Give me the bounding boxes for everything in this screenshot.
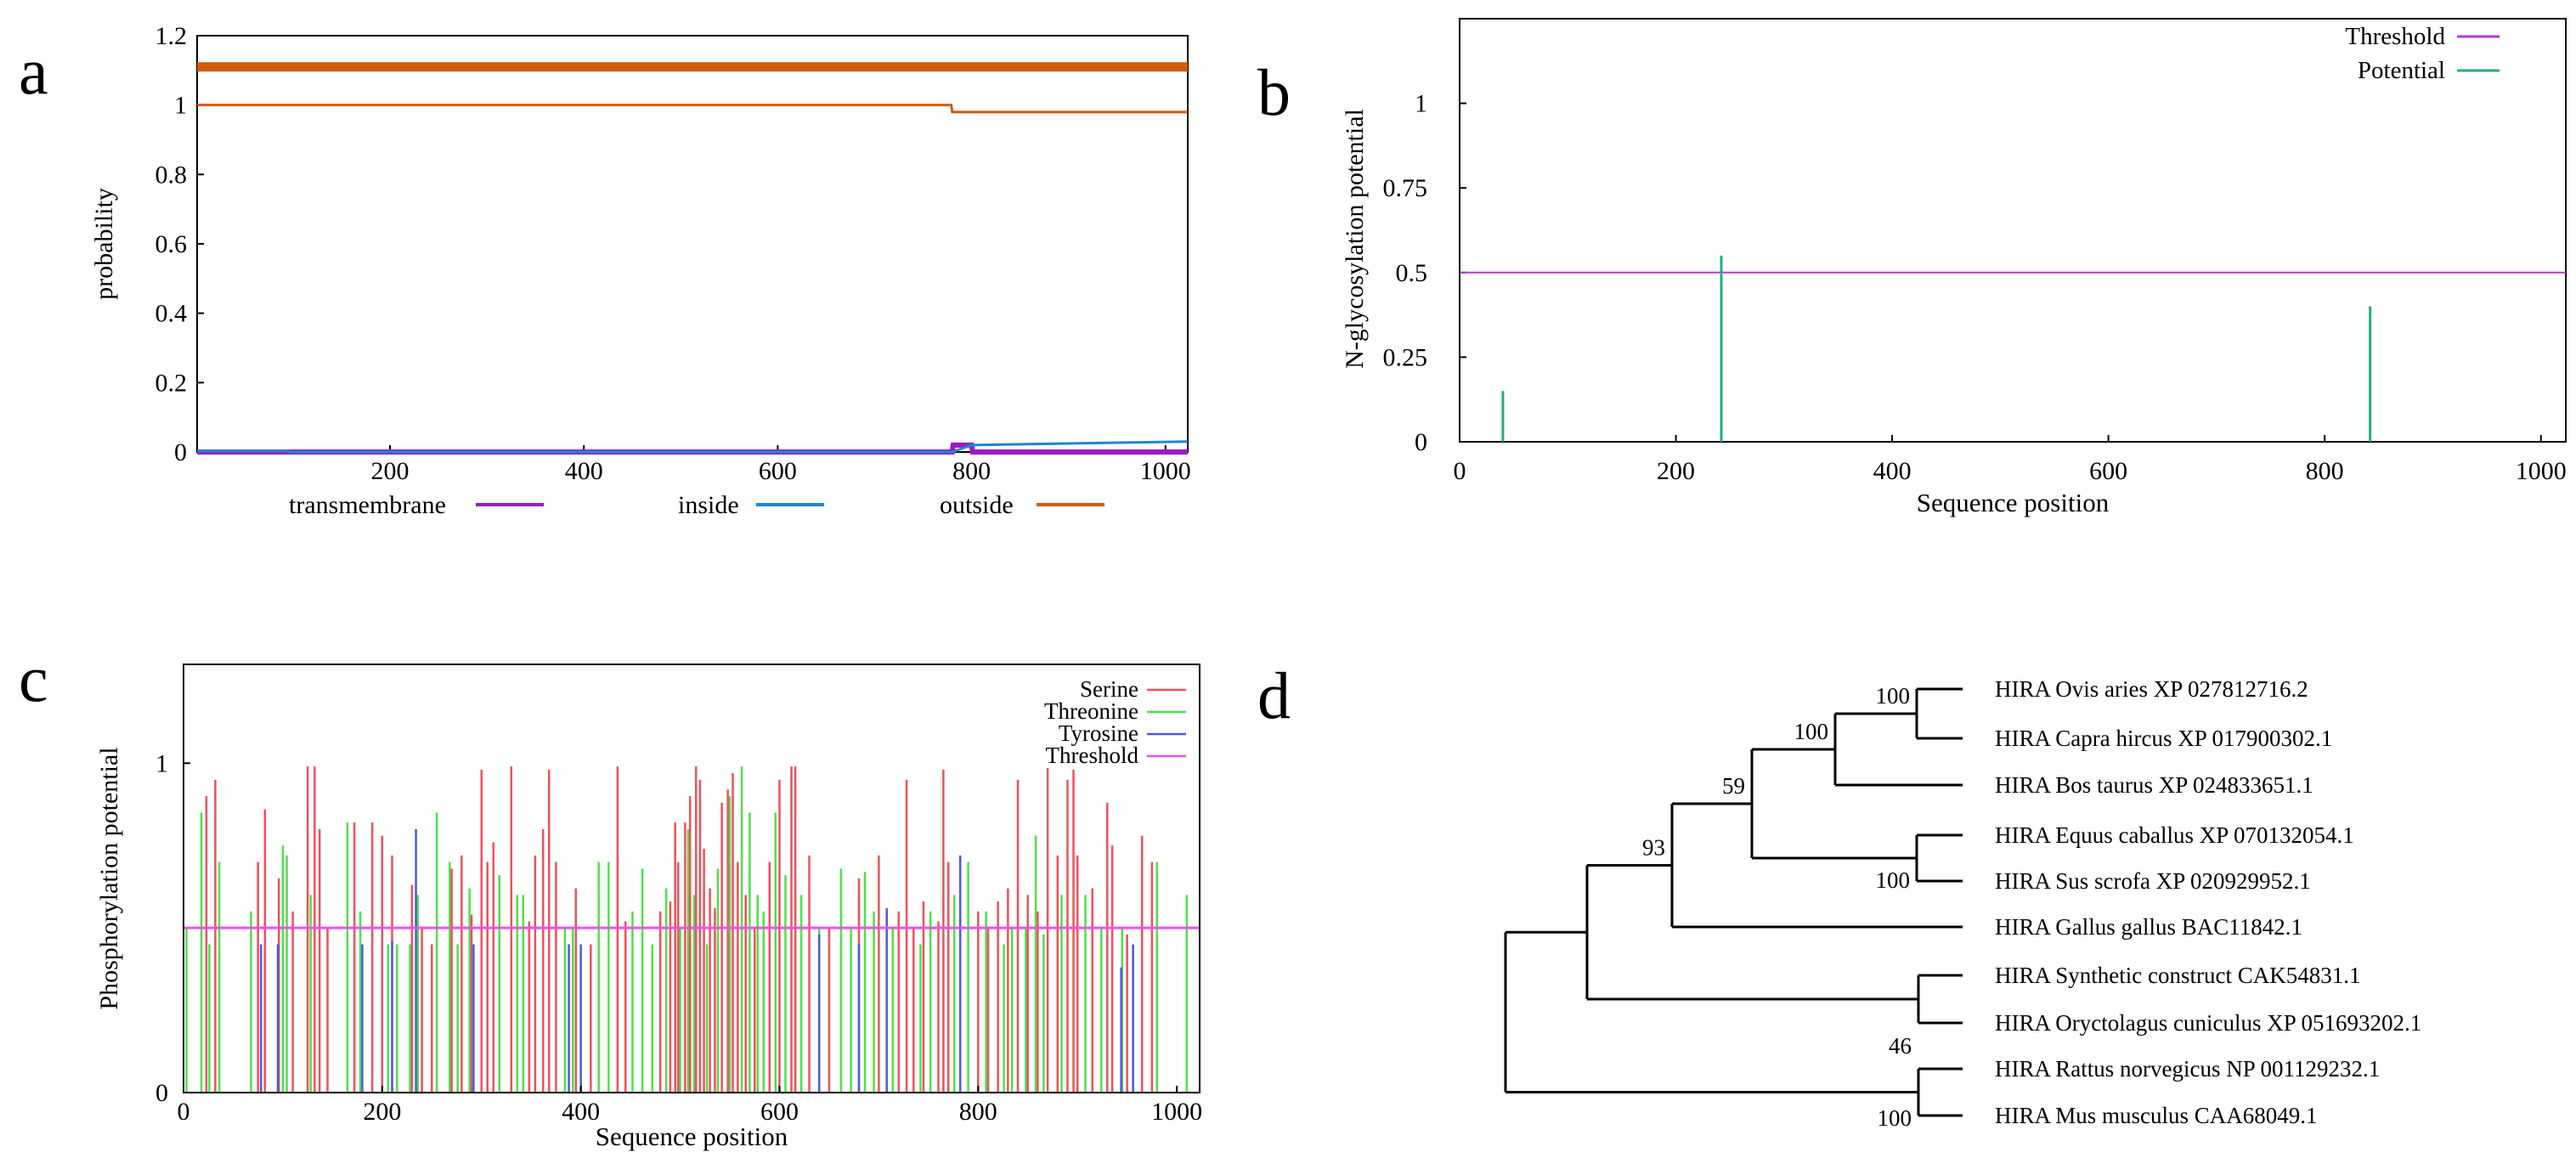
legend-label-inside: inside — [678, 491, 739, 519]
legend-label-serine: Serine — [1080, 676, 1138, 702]
panel-label-d: d — [1257, 658, 1291, 732]
bootstrap-label: 100 — [1878, 1105, 1912, 1131]
leaf-label: HIRA Capra hircus XP 017900302.1 — [1995, 726, 2332, 751]
x-tick-label: 1000 — [1140, 457, 1191, 485]
y-axis-label: Phosphorylation potential — [95, 747, 123, 1009]
y-tick-label: 0.2 — [155, 369, 188, 397]
x-tick-label: 400 — [565, 457, 603, 485]
panel-label-a: a — [19, 34, 48, 108]
legend-label-tyrosine: Tyrosine — [1059, 720, 1138, 746]
leaf-label: HIRA Equus caballus XP 070132054.1 — [1995, 822, 2354, 848]
y-tick-label: 0 — [1415, 428, 1427, 456]
legend-label-threshold: Threshold — [2345, 23, 2445, 50]
leaf-label: HIRA Bos taurus XP 024833651.1 — [1995, 772, 2313, 798]
plot-frame-c — [183, 664, 1200, 1093]
bootstrap-label: 46 — [1889, 1033, 1912, 1059]
y-tick-label: 1 — [1415, 90, 1427, 118]
leaf-label: HIRA Sus scrofa XP 020929952.1 — [1995, 868, 2311, 894]
bootstrap-label: 100 — [1794, 719, 1829, 744]
x-tick-label: 400 — [562, 1098, 600, 1126]
y-tick-label: 0.5 — [1396, 259, 1428, 287]
y-axis-label: N-glycosylation potential — [1341, 109, 1369, 369]
y-tick-label: 0.6 — [155, 230, 188, 258]
y-axis-label: probability — [90, 188, 118, 300]
y-tick-label: 1 — [155, 749, 168, 777]
leaf-label: HIRA Oryctolagus cuniculus XP 051693202.… — [1995, 1010, 2421, 1036]
x-tick-label: 800 — [952, 457, 991, 485]
y-tick-label: 0 — [155, 1079, 168, 1107]
panel-a-chart: 0 0.2 0.4 0.6 0.8 1 1.2 200 400 600 800 1000 probabi… — [90, 22, 1191, 519]
series-line-outside — [197, 104, 1188, 114]
x-tick-label: 800 — [959, 1098, 997, 1126]
x-tick-label: 0 — [178, 1098, 190, 1126]
leaf-label: HIRA Gallus gallus BAC11842.1 — [1995, 914, 2302, 940]
y-tick-label: 0 — [174, 438, 187, 466]
x-tick-label: 0 — [1454, 457, 1466, 485]
bootstrap-label: 100 — [1876, 683, 1911, 709]
leaf-label: HIRA Ovis aries XP 027812716.2 — [1995, 676, 2308, 702]
y-tick-label: 0.75 — [1383, 174, 1428, 202]
x-axis-label: Sequence position — [1917, 488, 2110, 517]
legend-label-outside: outside — [940, 491, 1014, 519]
y-tick-label: 0.4 — [155, 300, 188, 328]
panel-b-chart: 0 0.25 0.5 0.75 1 0 200 400 600 800 1000 Sequence p… — [1341, 18, 2567, 517]
y-tick-label: 0.25 — [1383, 343, 1428, 371]
plot-frame-a — [196, 35, 1189, 453]
y-tick-label: 1.2 — [155, 22, 188, 50]
panel-d-tree: HIRA Ovis aries XP 027812716.2 HIRA Capra… — [1504, 676, 2421, 1131]
bootstrap-label: 59 — [1722, 773, 1745, 799]
bootstrap-label: 100 — [1876, 867, 1911, 893]
legend-background — [918, 673, 1195, 768]
x-axis-label: Sequence position — [596, 1121, 788, 1151]
x-tick-label: 400 — [1873, 457, 1912, 485]
series-line-inside — [197, 440, 1189, 454]
x-tick-label: 1000 — [1151, 1098, 1202, 1126]
x-tick-label: 200 — [363, 1098, 401, 1126]
panel-c-chart: 0 1 0 200 400 600 800 1000 Sequence position Phos… — [95, 664, 1202, 1151]
x-tick-label: 200 — [371, 457, 410, 485]
legend-label-threshold: Threshold — [1046, 743, 1139, 768]
panel-label-b: b — [1257, 55, 1291, 129]
y-tick-label: 1 — [174, 92, 187, 120]
x-tick-label: 200 — [1657, 457, 1695, 485]
legend-label-potential: Potential — [2358, 57, 2445, 84]
x-tick-label: 600 — [2089, 457, 2127, 485]
x-tick-label: 600 — [759, 457, 797, 485]
panel-label-c: c — [19, 641, 48, 715]
y-tick-label: 0.8 — [155, 161, 188, 189]
leaf-label: HIRA Rattus norvegicus NP 001129232.1 — [1995, 1056, 2380, 1082]
x-tick-label: 800 — [2306, 457, 2344, 485]
x-tick-label: 1000 — [2516, 457, 2567, 485]
legend-label-transmembrane: transmembrane — [289, 491, 446, 519]
legend-label-threonine: Threonine — [1044, 698, 1138, 724]
leaf-label: HIRA Mus musculus CAA68049.1 — [1995, 1103, 2318, 1128]
plot-frame-b — [1459, 18, 2567, 443]
x-tick-label: 600 — [760, 1098, 799, 1126]
leaf-label: HIRA Synthetic construct CAK54831.1 — [1995, 963, 2360, 988]
bootstrap-label: 93 — [1642, 835, 1665, 861]
